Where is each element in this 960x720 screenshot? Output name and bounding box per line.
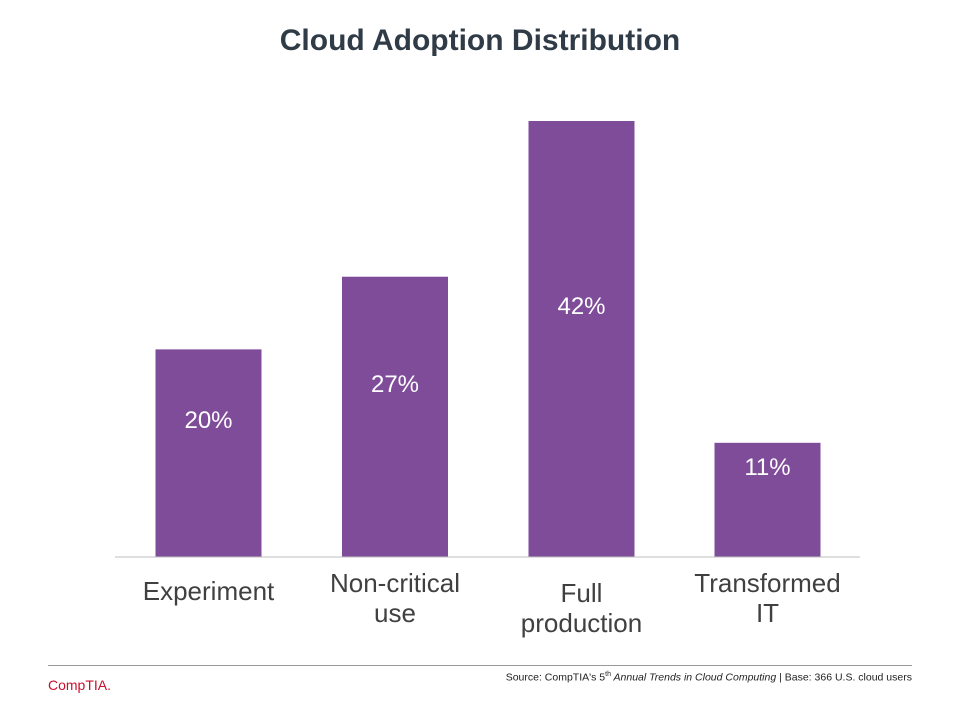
bar-value-label-1: 27% — [371, 371, 419, 398]
bar-3 — [714, 442, 821, 557]
category-label-2-line-0: Full — [561, 578, 603, 608]
category-label-0-line-0: Experiment — [143, 576, 275, 606]
bar-1 — [342, 276, 448, 557]
comptia-logo: CompTIA. — [48, 677, 112, 693]
bar-0 — [155, 349, 262, 557]
category-label-3-line-1: IT — [756, 598, 779, 628]
bar-value-label-3: 11% — [744, 454, 790, 481]
source-note: Source: CompTIA's 5th Annual Trends in C… — [505, 671, 912, 684]
bar-2 — [528, 121, 635, 557]
chart-title: Cloud Adoption Distribution — [279, 24, 681, 57]
category-label-3-line-0: Transformed — [694, 568, 840, 598]
category-label-1-line-0: Non-critical — [330, 568, 460, 598]
category-label-2-line-1: production — [521, 608, 642, 638]
bar-value-label-2: 42% — [557, 293, 605, 320]
category-label-1-line-1: use — [374, 598, 416, 628]
bar-value-label-0: 20% — [184, 407, 232, 434]
bars-group — [155, 121, 821, 557]
footer-divider — [48, 665, 912, 666]
